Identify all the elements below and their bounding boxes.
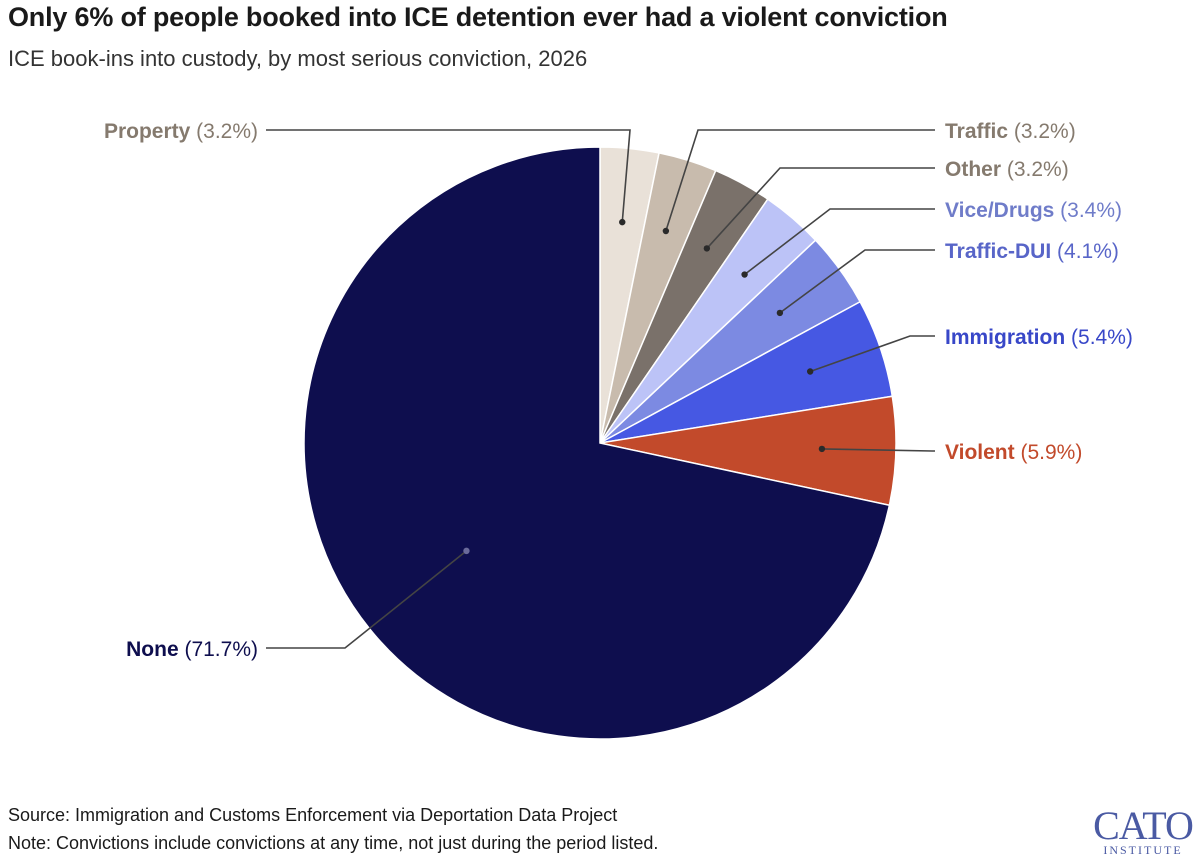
leader-line-immigration <box>809 335 935 373</box>
slice-label-name: Traffic <box>945 120 1008 143</box>
leader-dot-immigration <box>806 368 814 375</box>
chart-title: Only 6% of people booked into ICE detent… <box>8 2 948 32</box>
leader-line-other <box>706 167 935 249</box>
slice-label-name: Immigration <box>945 326 1065 349</box>
source-note: Source: Immigration and Customs Enforcem… <box>8 805 618 825</box>
leader-line-vice-drugs <box>744 208 935 276</box>
slice-label-name: Property <box>104 120 191 143</box>
slice-label-value: (3.2%) <box>190 120 258 143</box>
leader-line-violent <box>821 448 935 452</box>
slice-label-value: (4.1%) <box>1051 240 1119 263</box>
slice-label-property: Property (3.2%) <box>104 120 258 143</box>
leader-lines <box>266 129 935 649</box>
slice-label-value: (3.2%) <box>1001 158 1069 181</box>
slice-label-value: (5.4%) <box>1065 326 1133 349</box>
slice-label-none: None (71.7%) <box>126 638 258 661</box>
leader-dot-vice-drugs <box>741 271 748 278</box>
leader-dot-traffic <box>662 227 670 235</box>
chart-subtitle: ICE book-ins into custody, by most serio… <box>8 46 588 71</box>
slice-label-value: (3.4%) <box>1054 199 1122 222</box>
slice-label-other: Other (3.2%) <box>945 158 1069 181</box>
slice-label-name: None <box>126 638 179 661</box>
pie-slices <box>303 146 897 740</box>
slice-label-value: (3.2%) <box>1008 120 1076 143</box>
slice-label-traffic-dui: Traffic-DUI (4.1%) <box>945 240 1119 263</box>
leader-line-traffic <box>665 129 935 232</box>
leader-dot-violent <box>818 445 826 453</box>
slice-label-value: (71.7%) <box>179 638 258 661</box>
footnote: Note: Convictions include convictions at… <box>8 833 659 853</box>
slice-labels: Property (3.2%) Traffic (3.2%)Other (3.2%… <box>104 120 1133 661</box>
leader-dot-traffic-dui <box>776 309 784 317</box>
slice-label-name: Violent <box>945 441 1015 464</box>
leader-line-none <box>266 550 467 649</box>
leader-dot-other <box>703 245 711 252</box>
slice-label-name: Traffic-DUI <box>945 240 1051 263</box>
slice-label-name: Vice/Drugs <box>945 199 1054 222</box>
pie-chart: Property (3.2%) Traffic (3.2%)Other (3.2%… <box>104 120 1133 740</box>
cato-institute-logo: CATO INSTITUTE <box>1092 806 1194 862</box>
slice-label-vice-drugs: Vice/Drugs (3.4%) <box>945 199 1122 222</box>
logo-sub-text: INSTITUTE <box>1103 843 1183 857</box>
slice-label-immigration: Immigration (5.4%) <box>945 326 1133 349</box>
slice-label-value: (5.9%) <box>1015 441 1083 464</box>
leader-dot-none <box>463 547 470 555</box>
leader-line-traffic-dui <box>779 249 935 314</box>
slice-label-traffic: Traffic (3.2%) <box>945 120 1076 143</box>
slice-label-name: Other <box>945 158 1001 181</box>
leader-line-property <box>266 129 631 223</box>
slice-label-violent: Violent (5.9%) <box>945 441 1082 464</box>
logo-main-text: CATO <box>1093 803 1194 848</box>
leader-dot-property <box>619 218 626 226</box>
